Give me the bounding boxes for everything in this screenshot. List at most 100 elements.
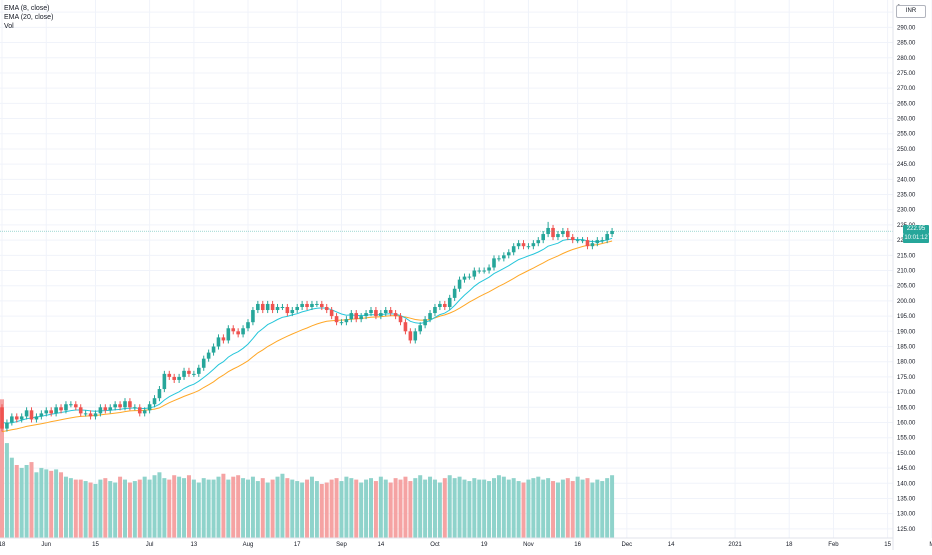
- candle-body: [516, 243, 521, 247]
- candle-body: [29, 410, 34, 420]
- volume-bar: [487, 481, 492, 538]
- volume-bar: [555, 482, 560, 538]
- volume-bar: [526, 479, 531, 538]
- volume-bar: [255, 481, 260, 538]
- volume-bar: [113, 482, 118, 538]
- volume-bar: [442, 478, 447, 538]
- candle-body: [64, 404, 68, 411]
- candle-body: [192, 373, 196, 375]
- candle-body: [502, 255, 506, 259]
- volume-bar: [403, 476, 408, 538]
- legend-vol[interactable]: Vol: [4, 23, 14, 30]
- volume-bar: [467, 481, 472, 538]
- candle-body: [561, 231, 565, 235]
- candle-body: [423, 319, 427, 326]
- volume-bar: [265, 482, 270, 538]
- candle-body: [600, 240, 605, 242]
- candle-body: [531, 243, 536, 247]
- volume-bar: [590, 482, 595, 538]
- candle-body: [137, 407, 142, 414]
- x-tick-label: 15: [884, 542, 891, 548]
- candle-body: [152, 398, 157, 405]
- volume-bar: [595, 479, 600, 538]
- candle-body: [206, 352, 211, 359]
- ema20-line: [1, 240, 613, 433]
- y-tick-label: 240.00: [897, 177, 916, 183]
- candle-body: [438, 303, 442, 307]
- y-tick-label: 265.00: [897, 101, 916, 107]
- x-tick-label: 18: [0, 542, 6, 548]
- candle-body: [595, 240, 600, 244]
- candle-body: [260, 303, 265, 311]
- volume-bar: [59, 472, 64, 538]
- grid: [0, 0, 932, 538]
- volume-bar: [182, 478, 187, 538]
- candle-body: [497, 258, 501, 260]
- volume-bar: [398, 479, 403, 538]
- candle-body: [5, 422, 9, 429]
- candle-body: [98, 407, 103, 414]
- volume-bar: [118, 476, 123, 538]
- volume-bar: [329, 479, 334, 538]
- y-tick-label: 230.00: [897, 208, 916, 214]
- volume-bar: [600, 481, 605, 538]
- candle-body: [329, 310, 334, 317]
- candle-body: [108, 407, 113, 411]
- y-tick-label: 175.00: [897, 375, 916, 381]
- volume-bar: [354, 479, 359, 538]
- y-tick-label: 285.00: [897, 41, 916, 47]
- candle-body: [413, 331, 418, 341]
- volume-bar: [216, 476, 221, 538]
- x-tick-label: 17: [294, 542, 301, 548]
- candle-body: [142, 410, 147, 414]
- candle-body: [339, 322, 344, 324]
- y-tick-label: 210.00: [897, 269, 916, 275]
- legend-ema8[interactable]: EMA (8, close): [4, 5, 50, 12]
- candle-body: [447, 297, 452, 307]
- candle-body: [364, 313, 368, 317]
- candle-body: [398, 316, 403, 323]
- candle-body: [226, 328, 231, 341]
- volume-bar: [309, 476, 314, 538]
- candle-body: [123, 401, 127, 408]
- candle-body: [34, 416, 39, 420]
- candle-body: [418, 325, 422, 332]
- volume-bars: [0, 399, 615, 538]
- volume-bar: [477, 479, 482, 538]
- volume-bar: [83, 481, 88, 538]
- currency-badge[interactable]: INR: [896, 5, 926, 18]
- candle-body: [433, 306, 437, 314]
- volume-bar: [63, 476, 68, 538]
- candle-body: [310, 303, 314, 307]
- legend-ema20[interactable]: EMA (20, close): [4, 14, 54, 21]
- y-tick-label: 235.00: [897, 193, 916, 199]
- candle-body: [506, 252, 511, 256]
- candle-body: [379, 313, 383, 317]
- candle-body: [256, 303, 260, 311]
- candle-body: [349, 313, 354, 320]
- x-tick-label: Dec: [622, 542, 633, 548]
- volume-bar: [29, 462, 34, 538]
- candle-body: [197, 367, 201, 374]
- candle-body: [403, 322, 408, 332]
- candle-body: [443, 303, 447, 307]
- volume-bar: [536, 476, 541, 538]
- candle-body: [93, 413, 98, 417]
- candle-body: [14, 416, 19, 420]
- candle-body: [575, 240, 580, 242]
- candle-body: [231, 328, 236, 332]
- y-tick-label: 135.00: [897, 496, 916, 502]
- volume-bar: [334, 478, 339, 538]
- volume-bar: [250, 476, 255, 538]
- candle-body: [103, 407, 108, 411]
- candle-body: [334, 316, 339, 323]
- volume-bar: [49, 470, 54, 538]
- candle-body: [580, 240, 585, 242]
- x-tick-label: Jul: [146, 542, 154, 548]
- volume-bar: [408, 481, 413, 538]
- volume-bar: [241, 478, 246, 538]
- x-tick-label: Sep: [336, 542, 347, 548]
- volume-bar: [226, 479, 231, 538]
